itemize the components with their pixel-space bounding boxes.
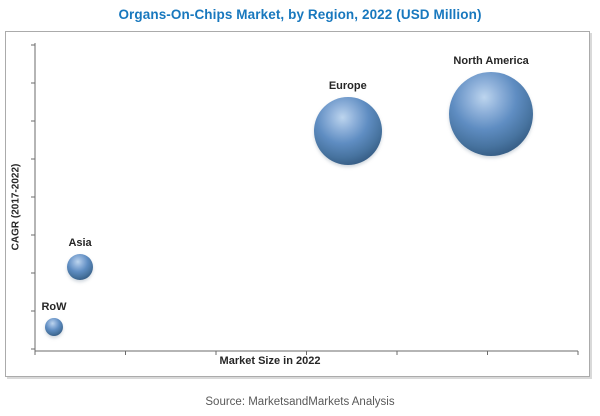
- chart-title: Organs-On-Chips Market, by Region, 2022 …: [118, 7, 482, 22]
- x-axis-label: Market Size in 2022: [219, 355, 321, 367]
- y-axis-label: CAGR (2017-2022): [10, 163, 22, 251]
- region-label-north-america: North America: [453, 54, 529, 67]
- bubble-north-america: [449, 71, 534, 156]
- bubble-asia: [67, 253, 94, 280]
- region-label-europe: Europe: [328, 80, 367, 93]
- bubble-row: [45, 317, 63, 336]
- bubble-europe: [313, 97, 382, 166]
- source-caption: Source: MarketsandMarkets Analysis: [205, 396, 395, 408]
- plot-area: CAGR (2017-2022) Market Size in 2022 Nor…: [5, 31, 590, 377]
- region-label-asia: Asia: [68, 236, 92, 249]
- region-label-row: RoW: [41, 300, 67, 313]
- axes: [31, 43, 579, 355]
